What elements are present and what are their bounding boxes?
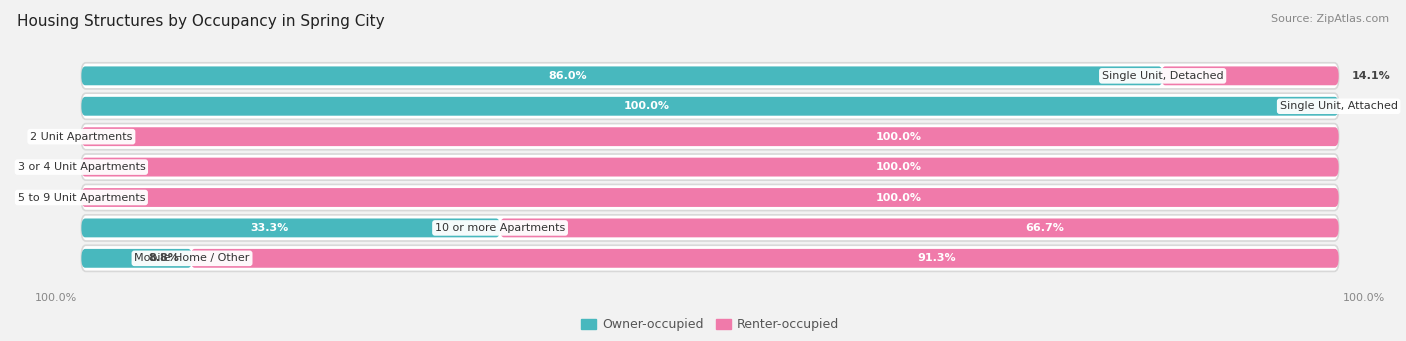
Text: 14.1%: 14.1%	[1351, 71, 1391, 81]
Text: 100.0%: 100.0%	[876, 193, 921, 203]
Text: 10 or more Apartments: 10 or more Apartments	[434, 223, 565, 233]
Text: Single Unit, Detached: Single Unit, Detached	[1102, 71, 1223, 81]
Text: 66.7%: 66.7%	[1026, 223, 1064, 233]
Text: Single Unit, Attached: Single Unit, Attached	[1279, 101, 1398, 111]
Text: 100.0%: 100.0%	[876, 162, 921, 172]
Text: 5 to 9 Unit Apartments: 5 to 9 Unit Apartments	[18, 193, 145, 203]
FancyBboxPatch shape	[1161, 66, 1339, 85]
FancyBboxPatch shape	[82, 188, 1339, 207]
Text: 86.0%: 86.0%	[548, 71, 588, 81]
FancyBboxPatch shape	[501, 219, 1339, 237]
FancyBboxPatch shape	[82, 123, 1339, 150]
FancyBboxPatch shape	[82, 184, 1339, 211]
Text: 100.0%: 100.0%	[876, 132, 921, 142]
FancyBboxPatch shape	[82, 154, 1339, 180]
FancyBboxPatch shape	[191, 249, 1339, 268]
FancyBboxPatch shape	[82, 215, 1339, 241]
Text: 100.0%: 100.0%	[624, 101, 671, 111]
Text: 33.3%: 33.3%	[250, 223, 288, 233]
Text: 8.8%: 8.8%	[149, 253, 180, 263]
FancyBboxPatch shape	[82, 93, 1339, 119]
FancyBboxPatch shape	[82, 158, 1339, 177]
Legend: Owner-occupied, Renter-occupied: Owner-occupied, Renter-occupied	[575, 313, 845, 336]
FancyBboxPatch shape	[82, 219, 501, 237]
Text: Source: ZipAtlas.com: Source: ZipAtlas.com	[1271, 14, 1389, 24]
Text: Housing Structures by Occupancy in Spring City: Housing Structures by Occupancy in Sprin…	[17, 14, 384, 29]
FancyBboxPatch shape	[82, 249, 193, 268]
FancyBboxPatch shape	[82, 97, 1339, 116]
Text: 91.3%: 91.3%	[918, 253, 956, 263]
FancyBboxPatch shape	[82, 127, 1339, 146]
FancyBboxPatch shape	[82, 245, 1339, 271]
FancyBboxPatch shape	[82, 63, 1339, 89]
Text: 2 Unit Apartments: 2 Unit Apartments	[30, 132, 132, 142]
Text: Mobile Home / Other: Mobile Home / Other	[135, 253, 250, 263]
Text: 3 or 4 Unit Apartments: 3 or 4 Unit Apartments	[17, 162, 145, 172]
FancyBboxPatch shape	[82, 66, 1163, 85]
